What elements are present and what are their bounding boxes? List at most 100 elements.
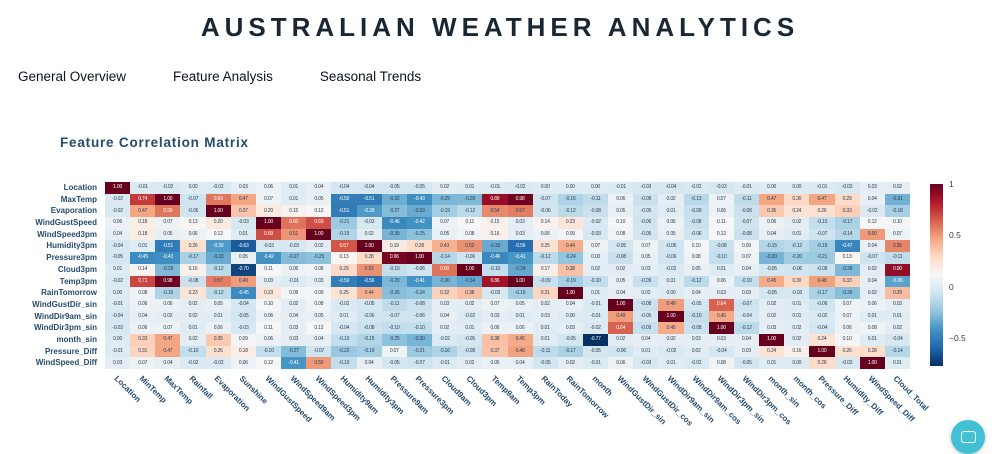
heatmap-cell: 0.49 bbox=[608, 310, 634, 323]
tab-seasonal-trends[interactable]: Seasonal Trends bbox=[319, 69, 422, 84]
heatmap-cell: 0.02 bbox=[155, 310, 181, 323]
heatmap-cell: 0.52 bbox=[457, 240, 483, 253]
heatmap-cell: -0.03 bbox=[105, 322, 131, 334]
heatmap-cell: -0.07 bbox=[809, 228, 835, 241]
heatmap-cell: -0.08 bbox=[633, 298, 659, 311]
heatmap-cell: -0.03 bbox=[255, 240, 282, 253]
heatmap-cell: 0.03 bbox=[306, 275, 332, 288]
heatmap-cell: 0.01 bbox=[180, 322, 206, 334]
heatmap-cell: 0.04 bbox=[432, 310, 458, 323]
row-label: Pressure3pm bbox=[46, 253, 97, 263]
heatmap-row: -0.04 0.04 0.02 0.02 0.01 -0.05 0.06 0.04 0.05 0.… bbox=[105, 310, 910, 323]
heatmap-cell: -0.12 bbox=[784, 240, 810, 253]
heatmap-cell: 0.06 bbox=[255, 310, 282, 323]
heatmap-cell: 0.23 bbox=[255, 287, 282, 299]
heatmap-cell: 0.09 bbox=[557, 228, 583, 241]
heatmap-cell: 0.18 bbox=[230, 345, 256, 358]
heatmap-cell: -0.06 bbox=[784, 263, 810, 276]
row-label: month_sin bbox=[56, 334, 97, 344]
heatmap-cell: 0.01 bbox=[331, 310, 357, 323]
heatmap-cell: -0.28 bbox=[834, 263, 860, 276]
heatmap-cell: -0.05 bbox=[633, 310, 659, 323]
heatmap-cell: 0.23 bbox=[557, 217, 583, 229]
heatmap-cell: -0.19 bbox=[356, 345, 382, 358]
heatmap-cell: -0.10 bbox=[255, 345, 282, 358]
heatmap-cell: 0.04 bbox=[859, 275, 885, 288]
heatmap-cell: 0.03 bbox=[230, 182, 256, 194]
heatmap-cell: -0.04 bbox=[356, 182, 382, 194]
heatmap-cell: -0.42 bbox=[406, 217, 433, 229]
heatmap-cell: 0.06 bbox=[759, 217, 785, 229]
heatmap-cell: 0.09 bbox=[733, 240, 760, 253]
heatmap-row: 0.01 0.14 -0.28 0.16 -0.12 -0.70 0.11 0.06 0.08 0… bbox=[105, 263, 910, 276]
row-label: Cloud3pm bbox=[57, 264, 97, 274]
heatmap-cell: 0.30 bbox=[784, 275, 810, 288]
heatmap-cell: -0.01 bbox=[733, 182, 760, 194]
heatmap-cell: 0.09 bbox=[230, 333, 256, 346]
row-label: WindGustDir_sin bbox=[32, 299, 97, 309]
heatmap-cell: 0.02 bbox=[884, 322, 910, 334]
heatmap-cell: 0.10 bbox=[608, 217, 634, 229]
heatmap-cell: -0.07 bbox=[532, 193, 558, 206]
heatmap-cell: 0.08 bbox=[683, 252, 709, 264]
heatmap-cell: 0.02 bbox=[784, 217, 810, 229]
heatmap-cell: 0.06 bbox=[708, 205, 734, 218]
heatmap-cell: -0.47 bbox=[834, 240, 860, 253]
heatmap-cell: -0.27 bbox=[281, 345, 307, 358]
heatmap-cell: 0.26 bbox=[180, 240, 206, 253]
heatmap-cell: 0.38 bbox=[557, 263, 583, 276]
heatmap-cell: -0.06 bbox=[658, 240, 684, 253]
heatmap-cell: 0.14 bbox=[130, 263, 156, 276]
heatmap-cell: -0.10 bbox=[180, 345, 206, 358]
tab-general-overview[interactable]: General Overview bbox=[18, 69, 127, 84]
heatmap-cell: 0.04 bbox=[608, 287, 634, 299]
heatmap-cell: 0.16 bbox=[180, 263, 206, 276]
heatmap-cell: -0.05 bbox=[532, 357, 558, 369]
heatmap-cell: 0.23 bbox=[180, 287, 206, 299]
heatmap-cell: 0.06 bbox=[255, 333, 282, 346]
heatmap-cell: 0.24 bbox=[809, 333, 835, 346]
heatmap-cell: 0.08 bbox=[608, 228, 634, 241]
heatmap-row: -0.02 0.71 0.98 -0.08 0.57 0.49 0.03 -0.01 0.03-… bbox=[105, 275, 910, 288]
heatmap-cell: 0.12 bbox=[708, 228, 734, 241]
heatmap-cell: 0.33 bbox=[834, 275, 860, 288]
heatmap-cell: 0.48 bbox=[507, 345, 533, 358]
heatmap-cell: -0.06 bbox=[658, 252, 684, 264]
heatmap-cell: 0.02 bbox=[633, 287, 659, 299]
heatmap-cell: -0.77 bbox=[582, 333, 609, 346]
heatmap-cell: -0.11 bbox=[582, 193, 609, 206]
heatmap-cell: 0.60 bbox=[432, 263, 458, 276]
tab-feature-analysis[interactable]: Feature Analysis bbox=[173, 69, 273, 84]
floating-widget-button[interactable] bbox=[951, 420, 985, 454]
heatmap-cell: 0.06 bbox=[205, 322, 231, 334]
heatmap-cell: -0.02 bbox=[658, 263, 684, 276]
heatmap-cell: -0.02 bbox=[105, 193, 131, 206]
heatmap-cell: -0.03 bbox=[582, 228, 609, 241]
heatmap-cell: -0.02 bbox=[683, 182, 709, 194]
heatmap-cell: -0.06 bbox=[809, 298, 835, 311]
correlation-heatmap[interactable]: 1.00 -0.01 -0.02 0.00 -0.02 0.03 0.06 0.01 0.04-… bbox=[105, 182, 910, 369]
heatmap-cell: 0.08 bbox=[306, 298, 332, 311]
heatmap-cell: 0.86 bbox=[482, 275, 508, 288]
heatmap-cell: -0.09 bbox=[633, 322, 659, 334]
col-label: month bbox=[590, 374, 614, 398]
heatmap-cell: -0.16 bbox=[432, 345, 458, 358]
heatmap-cell: -0.26 bbox=[834, 287, 860, 299]
heatmap-cell: 0.01 bbox=[205, 310, 231, 323]
heatmap-cell: 0.06 bbox=[130, 298, 156, 311]
heatmap-cell: 0.01 bbox=[105, 263, 131, 276]
heatmap-cell: 0.01 bbox=[457, 182, 483, 194]
colorbar bbox=[930, 184, 943, 366]
heatmap-cell: -0.21 bbox=[331, 217, 357, 229]
heatmap-cell: 0.13 bbox=[834, 252, 860, 264]
heatmap-cell: -0.30 bbox=[759, 252, 785, 264]
heatmap-cell: 0.12 bbox=[306, 205, 332, 218]
heatmap-cell: 0.20 bbox=[205, 217, 231, 229]
heatmap-cell: -0.12 bbox=[733, 322, 760, 334]
heatmap-cell: 0.03 bbox=[582, 252, 609, 264]
heatmap-cell: 0.01 bbox=[884, 357, 910, 369]
row-label: Pressure_Diff bbox=[44, 346, 97, 356]
heatmap-cell: 0.02 bbox=[180, 310, 206, 323]
heatmap-cell: -0.10 bbox=[683, 310, 709, 323]
heatmap-cell: 0.06 bbox=[230, 357, 256, 369]
